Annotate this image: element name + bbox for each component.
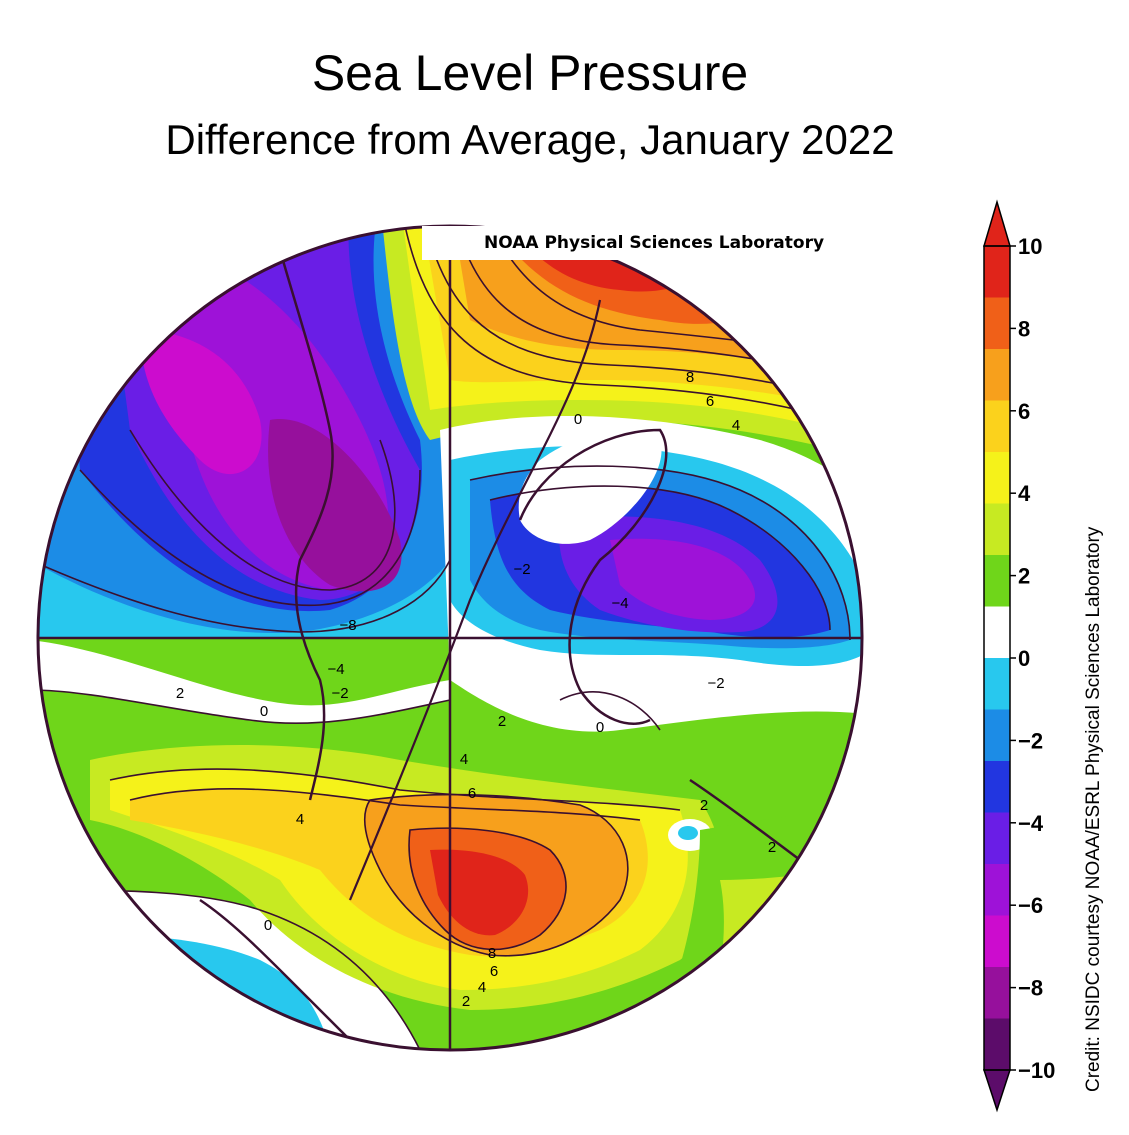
contour-label: −8 — [339, 617, 356, 634]
contour-label: 4 — [732, 417, 740, 434]
colorbar-tick-label: −2 — [1018, 728, 1043, 753]
colorbar-segment — [984, 452, 1010, 504]
colorbar-tick-label: 2 — [1018, 564, 1030, 589]
colorbar-tick-label: 8 — [1018, 316, 1030, 341]
contour-label: 4 — [478, 979, 486, 996]
colorbar-tick-label: −4 — [1018, 811, 1044, 836]
colorbar-segment — [984, 246, 1010, 298]
colorbar-segment — [984, 709, 1010, 762]
colorbar-segment — [984, 349, 1010, 401]
contour-label: −2 — [513, 561, 530, 578]
colorbar-tick-label: 6 — [1018, 399, 1030, 424]
contour-label: 2 — [176, 685, 184, 702]
contour-label: 0 — [596, 719, 604, 736]
contour-label: 0 — [264, 917, 272, 934]
colorbar-segment — [984, 812, 1010, 865]
colorbar-tick-label: −10 — [1018, 1058, 1055, 1083]
contour-label: 6 — [468, 785, 476, 802]
colorbar-segment — [984, 400, 1010, 453]
colorbar-segment — [984, 967, 1010, 1019]
colorbar-segment — [984, 503, 1010, 556]
contour-label: 6 — [706, 393, 714, 410]
colorbar-tick-label: 4 — [1018, 481, 1031, 506]
colorbar-segment — [984, 915, 1010, 968]
map-subtitle: Difference from Average, January 2022 — [165, 116, 895, 163]
contour-label: 2 — [462, 993, 470, 1010]
credit-text: Credit: NSIDC courtesy NOAA/ESRL Physica… — [1083, 526, 1104, 1092]
colorbar-segment — [984, 555, 1010, 607]
colorbar-min-arrow — [982, 1069, 1012, 1113]
contour-label: 0 — [574, 411, 582, 428]
colorbar-segment — [984, 1018, 1010, 1071]
contour-label: −4 — [611, 595, 628, 612]
colorbar-tick-label: −6 — [1018, 893, 1043, 918]
contour-label: 2 — [498, 713, 506, 730]
colorbar-segment — [984, 606, 1010, 659]
contour-label: −4 — [327, 661, 344, 678]
contour-label: −2 — [331, 685, 348, 702]
contour-label: 6 — [490, 963, 498, 980]
contour-label: 8 — [488, 945, 496, 962]
colorbar: 10 8 6 4 2 0 −2 −4 −6 −8 −10 — [982, 199, 1055, 1113]
colorbar-segment — [984, 297, 1010, 350]
colorbar-segment — [984, 864, 1010, 916]
watermark-box — [422, 226, 618, 260]
contour-label: 2 — [700, 797, 708, 814]
colorbar-segment — [984, 658, 1010, 710]
contour-label: 0 — [260, 703, 268, 720]
contour-label: 8 — [686, 369, 694, 386]
contour-label: −2 — [707, 675, 724, 692]
colorbar-max-arrow — [982, 199, 1012, 247]
watermark-text: NOAA Physical Sciences Laboratory — [484, 233, 824, 253]
contour-label: 2 — [768, 839, 776, 856]
colorbar-segment — [984, 761, 1010, 813]
colorbar-tick-label: −8 — [1018, 976, 1043, 1001]
colorbar-tick-label: 10 — [1018, 234, 1042, 259]
map-title: Sea Level Pressure — [311, 45, 749, 101]
contour-label: 4 — [296, 811, 304, 828]
contour-label: 4 — [460, 751, 468, 768]
colorbar-tick-label: 0 — [1018, 646, 1030, 671]
